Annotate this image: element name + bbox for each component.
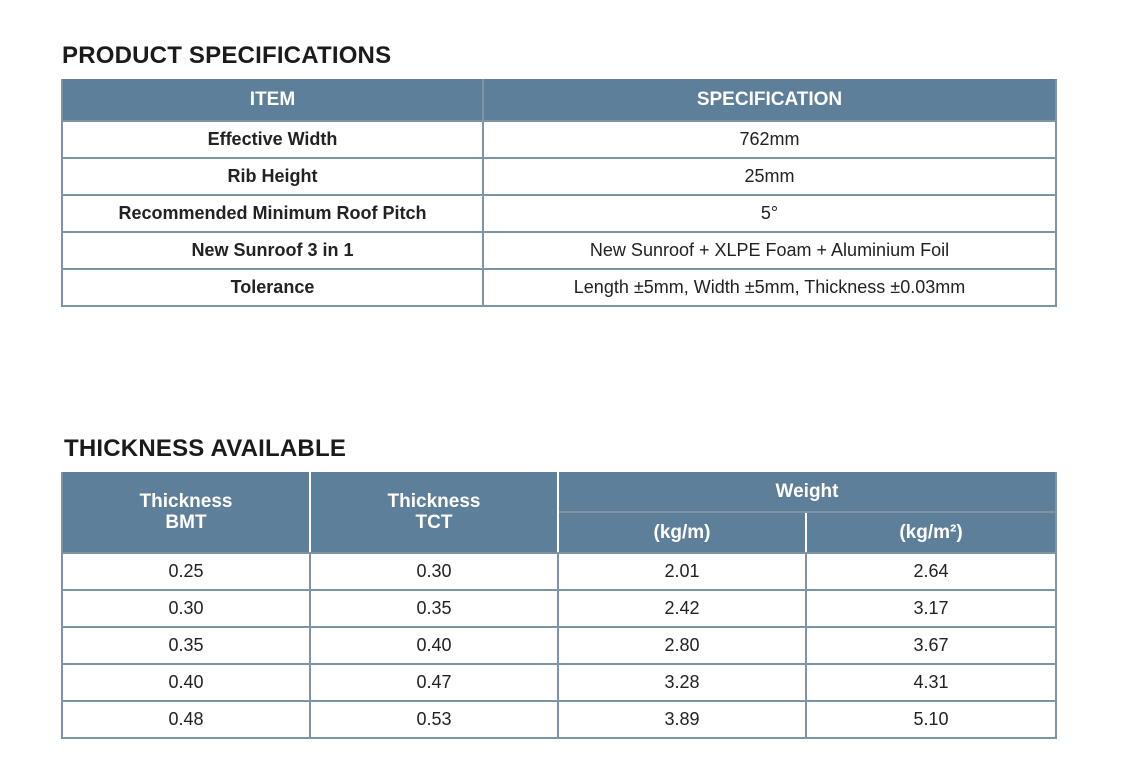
kg-per-m2-cell: 2.64 (804, 552, 1058, 591)
spec-value-cell: 762mm (482, 120, 1057, 159)
spec-row: Rib Height 25mm (61, 157, 1057, 196)
tct-cell: 0.35 (309, 589, 559, 628)
thickness-bmt-header: Thickness BMT (61, 472, 311, 554)
thickness-tct-header: Thickness TCT (309, 472, 559, 554)
kg-per-m-cell: 2.80 (557, 626, 807, 665)
spec-value-cell: 25mm (482, 157, 1057, 196)
spec-item-cell: Effective Width (61, 120, 484, 159)
product-specifications-table: ITEM SPECIFICATION Effective Width 762mm… (61, 79, 1057, 307)
kg-per-m2-cell: 5.10 (804, 700, 1058, 739)
bmt-cell: 0.48 (61, 700, 311, 739)
spec-value-cell: Length ±5mm, Width ±5mm, Thickness ±0.03… (482, 268, 1057, 307)
spec-item-cell: Rib Height (61, 157, 484, 196)
thickness-row: 0.48 0.53 3.89 5.10 (61, 700, 1058, 739)
item-column-header: ITEM (61, 79, 484, 122)
bmt-cell: 0.40 (61, 663, 311, 702)
kg-per-m2-cell: 4.31 (804, 663, 1058, 702)
weight-kg-per-m2-header: (kg/m²) (804, 511, 1058, 554)
bmt-cell: 0.25 (61, 552, 311, 591)
thickness-row: 0.25 0.30 2.01 2.64 (61, 552, 1058, 591)
tct-header-line1: Thickness (387, 491, 481, 512)
kg-per-m-cell: 2.01 (557, 552, 807, 591)
bmt-cell: 0.30 (61, 589, 311, 628)
spec-item-cell: Tolerance (61, 268, 484, 307)
product-specifications-title: PRODUCT SPECIFICATIONS (62, 42, 392, 69)
kg-per-m-cell: 3.28 (557, 663, 807, 702)
bmt-header-line2: BMT (165, 512, 207, 533)
spec-row: Effective Width 762mm (61, 120, 1057, 159)
tct-cell: 0.53 (309, 700, 559, 739)
spec-row: Recommended Minimum Roof Pitch 5° (61, 194, 1057, 233)
kg-per-m2-cell: 3.67 (804, 626, 1058, 665)
tct-header-line2: TCT (415, 512, 453, 533)
tct-cell: 0.30 (309, 552, 559, 591)
spec-value-cell: New Sunroof + XLPE Foam + Aluminium Foil (482, 231, 1057, 270)
kg-per-m-cell: 3.89 (557, 700, 807, 739)
weight-kg-per-m-header: (kg/m) (557, 511, 807, 554)
kg-per-m-cell: 2.42 (557, 589, 807, 628)
bmt-cell: 0.35 (61, 626, 311, 665)
kg-per-m2-cell: 3.17 (804, 589, 1058, 628)
bmt-header-line1: Thickness (139, 491, 233, 512)
spec-row: New Sunroof 3 in 1 New Sunroof + XLPE Fo… (61, 231, 1057, 270)
weight-subheader-row: (kg/m) (kg/m²) (62, 511, 1058, 554)
tct-cell: 0.40 (309, 626, 559, 665)
spec-row: Tolerance Length ±5mm, Width ±5mm, Thick… (61, 268, 1057, 307)
thickness-row: 0.30 0.35 2.42 3.17 (61, 589, 1058, 628)
thickness-row: 0.40 0.47 3.28 4.31 (61, 663, 1058, 702)
spec-item-cell: Recommended Minimum Roof Pitch (61, 194, 484, 233)
spec-header-row: ITEM SPECIFICATION (61, 79, 1057, 122)
tct-cell: 0.47 (309, 663, 559, 702)
weight-header: Weight (556, 472, 1058, 513)
spec-item-cell: New Sunroof 3 in 1 (61, 231, 484, 270)
specification-column-header: SPECIFICATION (482, 79, 1057, 122)
spec-value-cell: 5° (482, 194, 1057, 233)
thickness-row: 0.35 0.40 2.80 3.67 (61, 626, 1058, 665)
thickness-header-row: Thickness BMT Thickness TCT Weight (61, 472, 1058, 554)
thickness-available-title: THICKNESS AVAILABLE (64, 435, 347, 462)
thickness-available-table: Thickness BMT Thickness TCT Weight (kg/m… (61, 472, 1058, 739)
